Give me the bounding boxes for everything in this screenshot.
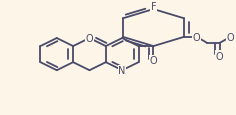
Text: O: O <box>216 52 223 62</box>
Text: N: N <box>118 66 126 76</box>
Text: O: O <box>193 33 201 42</box>
Text: O: O <box>150 56 157 66</box>
Text: F: F <box>151 2 156 12</box>
Text: O: O <box>86 34 93 44</box>
Text: O: O <box>227 33 235 42</box>
